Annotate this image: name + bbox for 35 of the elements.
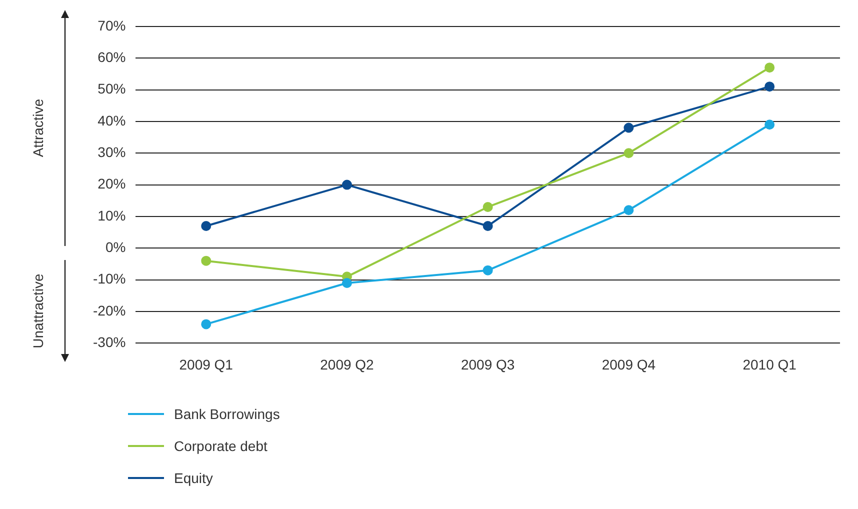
x-tick-label: 2009 Q3 bbox=[460, 356, 515, 372]
y-tick-label: -10% bbox=[92, 270, 126, 287]
point bbox=[482, 220, 493, 231]
y-tick-label: 10% bbox=[98, 207, 126, 224]
y-tick-label: -20% bbox=[92, 302, 126, 318]
text: Unattractive bbox=[30, 274, 46, 348]
point bbox=[482, 202, 493, 212]
x-tick-label: 2009 Q1 bbox=[179, 356, 234, 372]
point bbox=[764, 82, 775, 92]
point bbox=[624, 122, 634, 133]
y-tick-label: 0% bbox=[105, 239, 126, 256]
y-tick-label: -30% bbox=[92, 334, 126, 350]
y-tick-label: 70% bbox=[98, 17, 126, 34]
point bbox=[201, 220, 212, 231]
point bbox=[201, 256, 212, 266]
y-tick-label: 30% bbox=[98, 144, 126, 160]
y-tick-label: 40% bbox=[98, 112, 126, 128]
legend-label: Bank Borrowings bbox=[174, 406, 280, 422]
point bbox=[624, 148, 634, 158]
point bbox=[201, 319, 212, 330]
y-tick-label: 60% bbox=[98, 48, 126, 65]
y-tick-label: 20% bbox=[98, 176, 126, 192]
point bbox=[482, 265, 493, 276]
x-tick-label: 2009 Q2 bbox=[320, 356, 374, 372]
x-tick-label: 2010 Q1 bbox=[742, 356, 797, 372]
point bbox=[764, 120, 775, 130]
y-tick-label: 50% bbox=[98, 80, 126, 97]
point bbox=[624, 205, 634, 216]
point bbox=[342, 278, 352, 288]
x-tick-label: 2009 Q4 bbox=[602, 356, 656, 372]
point bbox=[764, 62, 775, 73]
legend-label: Corporate debt bbox=[174, 438, 268, 454]
point bbox=[342, 180, 352, 190]
text: Attractive bbox=[30, 98, 46, 158]
legend-label: Equity bbox=[174, 470, 213, 486]
